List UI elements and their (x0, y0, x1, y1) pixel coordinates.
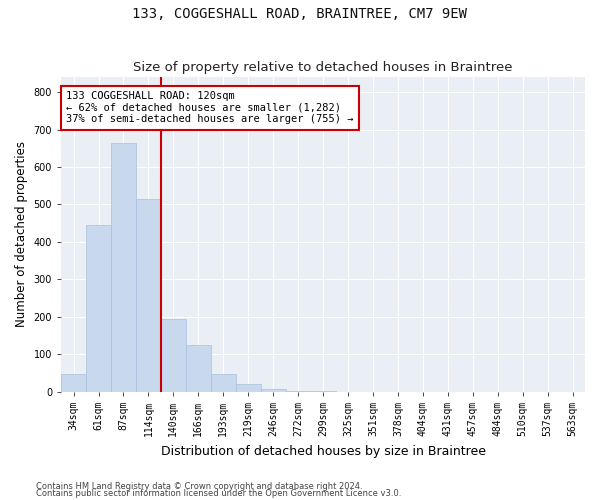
Text: Contains HM Land Registry data © Crown copyright and database right 2024.: Contains HM Land Registry data © Crown c… (36, 482, 362, 491)
Text: Contains public sector information licensed under the Open Government Licence v3: Contains public sector information licen… (36, 490, 401, 498)
Text: 133 COGGESHALL ROAD: 120sqm
← 62% of detached houses are smaller (1,282)
37% of : 133 COGGESHALL ROAD: 120sqm ← 62% of det… (67, 91, 354, 124)
Bar (311, 391, 335, 392)
Bar (111, 142, 136, 392)
Bar (236, 384, 260, 392)
X-axis label: Distribution of detached houses by size in Braintree: Distribution of detached houses by size … (161, 444, 485, 458)
Y-axis label: Number of detached properties: Number of detached properties (15, 142, 28, 328)
Bar (286, 391, 311, 392)
Bar (61, 374, 86, 392)
Bar (86, 225, 111, 392)
Bar (136, 199, 161, 392)
Bar (186, 345, 211, 392)
Title: Size of property relative to detached houses in Braintree: Size of property relative to detached ho… (133, 62, 513, 74)
Bar (260, 388, 286, 392)
Bar (161, 319, 186, 392)
Text: 133, COGGESHALL ROAD, BRAINTREE, CM7 9EW: 133, COGGESHALL ROAD, BRAINTREE, CM7 9EW (133, 8, 467, 22)
Bar (211, 374, 236, 392)
